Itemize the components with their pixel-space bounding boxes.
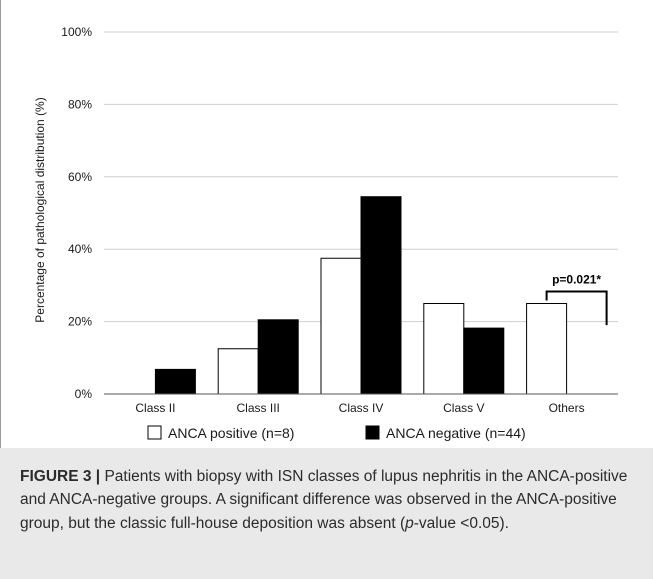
y-tick-label: 20%	[68, 315, 92, 329]
y-tick-label: 80%	[68, 97, 92, 111]
bars	[154, 196, 568, 395]
x-axis-ticks: Class II Class III Class IV Class V Others	[135, 401, 584, 415]
y-axis-ticks: 0% 20% 40% 60% 80% 100%	[61, 25, 92, 401]
legend-swatch	[147, 425, 162, 440]
caption-background	[0, 448, 653, 579]
y-tick-label: 60%	[68, 170, 92, 184]
caption-lead: FIGURE 3 |	[20, 468, 101, 485]
significance-bracket	[545, 290, 608, 326]
significance-annotation: p=0.021*	[545, 273, 608, 326]
bar-anca-positive	[423, 303, 465, 395]
bar-anca-positive	[217, 348, 259, 395]
x-tick-label: Class II	[135, 401, 175, 415]
bar-anca-negative	[463, 327, 505, 395]
bar-anca-negative	[257, 319, 299, 395]
figure-caption: FIGURE 3 | Patients with biopsy with ISN…	[20, 465, 640, 535]
legend-swatch	[365, 425, 380, 440]
x-tick-label: Others	[549, 401, 585, 415]
bar-anca-positive	[526, 303, 568, 395]
bar-anca-negative	[154, 368, 196, 395]
caption-text-end: -value <0.05).	[413, 514, 509, 532]
x-tick-label: Class V	[443, 401, 484, 415]
y-tick-label: 100%	[61, 25, 92, 39]
y-tick-label: 0%	[75, 387, 93, 401]
x-tick-label: Class III	[237, 401, 280, 415]
bar-anca-negative	[360, 196, 402, 395]
caption-italic: p	[405, 514, 414, 532]
x-tick-label: Class IV	[339, 401, 384, 415]
legend-label: ANCA negative (n=44)	[386, 425, 526, 441]
bar-anca-positive	[320, 257, 362, 395]
bar-chart: 0% 20% 40% 60% 80% 100% Percentage of patholo…	[33, 25, 618, 441]
significance-label: p=0.021*	[552, 273, 601, 287]
legend-label: ANCA positive (n=8)	[168, 425, 294, 441]
y-tick-label: 40%	[68, 242, 92, 256]
caption-text: Patients with biopsy with ISN classes of…	[20, 468, 628, 532]
legend: ANCA positive (n=8) ANCA negative (n=44)	[147, 425, 526, 441]
y-axis-label: Percentage of pathological distribution …	[33, 97, 47, 322]
